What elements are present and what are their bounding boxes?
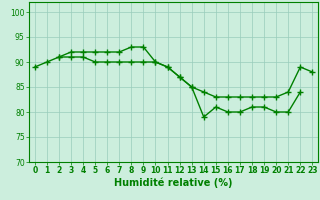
X-axis label: Humidité relative (%): Humidité relative (%)	[114, 178, 233, 188]
